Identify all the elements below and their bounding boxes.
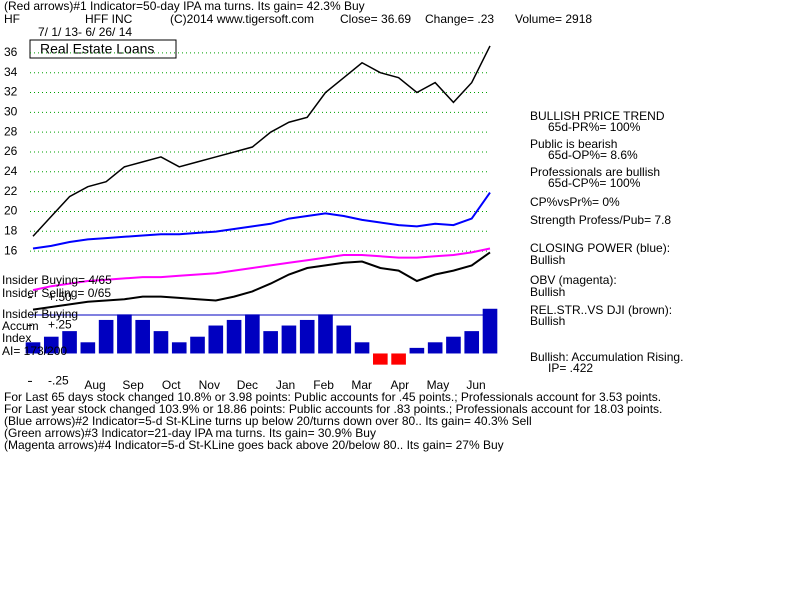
indicator-line xyxy=(32,247,491,292)
x-tick-label: Jan xyxy=(276,378,295,392)
accum-bar xyxy=(190,336,205,354)
accum-bar xyxy=(25,342,41,354)
x-tick-label: Jun xyxy=(466,378,485,392)
right-note: BULLISH PRICE TREND xyxy=(530,109,665,123)
right-note: REL.STR..VS DJI (brown): xyxy=(530,303,672,317)
footer-line: (Green arrows)#3 Indicator=21-day IPA ma… xyxy=(4,426,376,440)
left-note: Insider Buying xyxy=(2,307,78,321)
accum-tick-label: +.25 xyxy=(48,318,72,332)
y-tick-label: 24 xyxy=(4,164,18,178)
accum-bar xyxy=(281,325,297,354)
x-tick-label: Mar xyxy=(351,378,372,392)
x-tick-label: May xyxy=(427,378,450,392)
accum-tick-label: +.50 xyxy=(48,290,72,304)
header: (Red arrows)#1 Indicator=50-day IPA ma t… xyxy=(4,0,365,13)
left-note: Insider Buying= 4/65 xyxy=(2,273,112,287)
accum-bar xyxy=(299,319,315,354)
accum-bar xyxy=(263,331,278,354)
accum-bar xyxy=(62,331,77,354)
accum-bar xyxy=(153,331,169,354)
y-tick-label: 18 xyxy=(4,223,18,237)
accum-bar xyxy=(98,319,114,354)
source: (C)2014 www.tigersoft.com xyxy=(170,12,314,26)
right-note: IP= .422 xyxy=(548,361,593,375)
y-tick-label: 30 xyxy=(4,105,18,119)
y-tick-label: 28 xyxy=(4,124,18,138)
x-tick-label: Sep xyxy=(122,378,144,392)
x-tick-label: Apr xyxy=(390,378,409,392)
company: HFF INC xyxy=(85,12,133,26)
accum-bar xyxy=(464,331,480,354)
footer-line: For Last year stock changed 103.9% or 18… xyxy=(4,402,662,416)
y-tick-label: 20 xyxy=(4,204,18,218)
y-tick-label: 22 xyxy=(4,184,18,198)
industry: Real Estate Loans xyxy=(40,41,154,57)
x-tick-label: Dec xyxy=(237,378,258,392)
accum-bar xyxy=(226,319,242,354)
accum-bar xyxy=(354,342,370,354)
footer-line: For Last 65 days stock changed 10.8% or … xyxy=(4,390,661,404)
x-tick-label: Nov xyxy=(199,378,220,392)
left-note: Insider Selling= 0/65 xyxy=(2,286,111,300)
accum-bar xyxy=(117,314,132,354)
right-note: OBV (magenta): xyxy=(530,273,617,287)
left-note: AI= 173/200 xyxy=(2,344,67,358)
accum-bar xyxy=(318,314,333,354)
date-range: 7/ 1/ 13- 6/ 26/ 14 xyxy=(38,25,132,39)
x-tick-label: Feb xyxy=(313,378,334,392)
x-tick-label: Oct xyxy=(162,378,181,392)
right-note: Public is bearish xyxy=(530,137,617,151)
price-line xyxy=(32,45,491,237)
right-note: Bullish: Accumulation Rising. xyxy=(530,350,683,364)
accum-bar xyxy=(135,319,150,354)
accum-bar xyxy=(391,353,406,365)
y-tick-label: 36 xyxy=(4,45,18,59)
accum-bar xyxy=(409,347,425,354)
accum-bar xyxy=(245,314,260,354)
accum-bar xyxy=(482,308,498,354)
right-note: 65d-CP%= 100% xyxy=(548,176,641,190)
right-note: CLOSING POWER (blue): xyxy=(530,241,670,255)
footer-line: (Magenta arrows)#4 Indicator=5-d St-KLin… xyxy=(4,438,504,452)
y-tick-label: 26 xyxy=(4,144,18,158)
right-note: 65d-PR%= 100% xyxy=(548,120,641,134)
right-note: Strength Profess/Pub= 7.8 xyxy=(530,213,671,227)
indicator-line xyxy=(32,192,491,250)
right-note: Bullish xyxy=(530,285,565,299)
y-tick-label: 34 xyxy=(4,65,18,79)
footer-line: (Blue arrows)#2 Indicator=5-d St-KLine t… xyxy=(4,414,532,428)
right-note: 65d-OP%= 8.6% xyxy=(548,148,638,162)
right-note: CP%vsPr%= 0% xyxy=(530,195,620,209)
industry-box xyxy=(29,39,177,59)
accum-bar xyxy=(427,342,443,354)
change: Change= .23 xyxy=(425,12,494,26)
x-tick-label: Aug xyxy=(84,378,105,392)
accum-bar xyxy=(80,342,96,354)
accum-tick-label: -.25 xyxy=(48,374,69,388)
accum-bar xyxy=(446,336,461,354)
right-note: Bullish xyxy=(530,253,565,267)
y-tick-label: 16 xyxy=(4,243,18,257)
symbol: HF xyxy=(4,12,20,26)
accum-bar xyxy=(336,325,352,354)
accum-bar xyxy=(373,353,388,365)
close: Close= 36.69 xyxy=(340,12,411,26)
indicator-line xyxy=(32,251,491,311)
right-note: Bullish xyxy=(530,314,565,328)
accum-bar xyxy=(43,336,59,354)
y-tick-label: 32 xyxy=(4,85,18,99)
left-note: Index xyxy=(2,331,31,345)
accum-bar xyxy=(171,342,187,354)
right-note: Professionals are bullish xyxy=(530,165,660,179)
accum-bar xyxy=(208,325,224,354)
volume: Volume= 2918 xyxy=(515,12,592,26)
left-note: Accum xyxy=(2,319,39,333)
